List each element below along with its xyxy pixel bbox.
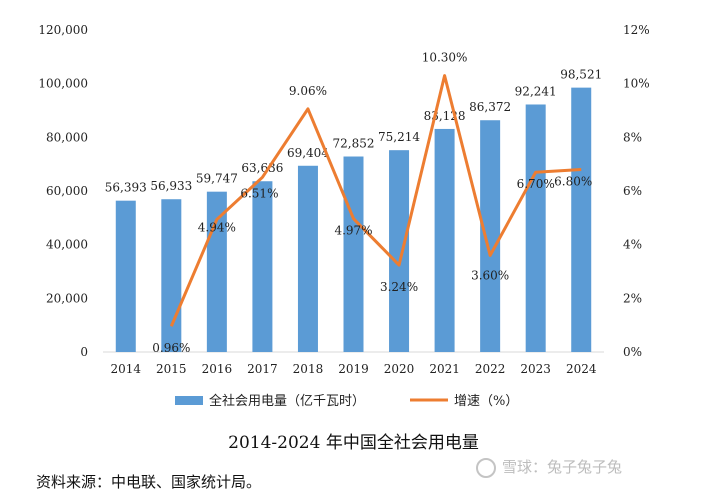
right-tick-label: 10% (623, 77, 650, 91)
bar (115, 200, 136, 352)
legend-bar-swatch (175, 396, 203, 405)
right-tick-label: 2% (623, 291, 642, 305)
x-tick-label: 2020 (384, 362, 415, 376)
growth-value-label: 3.24% (380, 280, 418, 294)
growth-value-label: 6.80% (554, 175, 592, 189)
left-tick-label: 0 (80, 345, 88, 359)
bar (297, 165, 318, 352)
x-tick-label: 2017 (247, 362, 278, 376)
right-tick-label: 12% (623, 23, 650, 37)
bar (161, 199, 182, 352)
bar-value-label: 56,933 (150, 179, 192, 193)
x-tick-label: 2021 (429, 362, 460, 376)
x-tick-label: 2019 (338, 362, 369, 376)
bar (525, 104, 546, 352)
left-tick-label: 60,000 (46, 184, 88, 198)
x-tick-label: 2014 (110, 362, 141, 376)
x-tick-label: 2024 (566, 362, 597, 376)
bar (434, 128, 455, 352)
right-tick-label: 4% (623, 238, 642, 252)
growth-value-label: 4.94% (198, 220, 236, 234)
right-tick-label: 6% (623, 184, 642, 198)
growth-line (169, 74, 582, 327)
growth-value-label: 3.60% (471, 268, 509, 282)
bar-value-label: 69,404 (287, 146, 329, 160)
right-tick-label: 8% (623, 130, 642, 144)
bar-value-label: 63,636 (241, 161, 283, 175)
bar (206, 191, 227, 352)
bar-value-label: 75,214 (378, 130, 420, 144)
bar (480, 120, 501, 352)
bar (571, 87, 592, 352)
left-axis: 0 20,000 40,000 60,000 80,000 100,000 120,000 (38, 23, 88, 359)
chart-caption: 2014-2024 年中国全社会用电量 (228, 433, 479, 453)
right-axis: 0% 2% 4% 6% 8% 10% 12% (623, 23, 650, 359)
bar-value-label: 83,128 (424, 109, 466, 123)
left-tick-label: 120,000 (38, 23, 88, 37)
x-tick-label: 2018 (293, 362, 324, 376)
bar-value-label: 92,241 (515, 84, 557, 98)
watermark: 雪球：兔子兔子兔 (476, 456, 622, 478)
left-tick-label: 40,000 (46, 238, 88, 252)
combo-chart: 020,00040,00060,00080,000100,000120,000 … (38, 23, 650, 409)
source-note: 资料来源：中电联、国家统计局。 (36, 473, 262, 491)
x-axis: 2014 2015 2016 2017 2018 2019 2020 2021 2022 2023… (103, 351, 604, 376)
right-tick-label: 0% (623, 345, 642, 359)
growth-value-label: 0.96% (152, 341, 190, 355)
bar-value-label: 72,852 (333, 137, 375, 151)
growth-value-label: 6.51% (240, 186, 278, 200)
line-series (169, 74, 582, 327)
line-data-labels: 0.96% 4.94% 6.51% 9.06% 4.97% 3.24% 10.30% 3.60… (152, 51, 592, 356)
bar (389, 150, 410, 352)
left-tick-label: 100,000 (38, 77, 88, 91)
bar-value-label: 59,747 (196, 172, 238, 186)
x-tick-label: 2016 (202, 362, 233, 376)
growth-value-label: 6.70% (517, 177, 555, 191)
legend: 全社会用电量（亿千瓦时） 增速（%） (175, 393, 518, 409)
bar-value-label: 86,372 (469, 100, 511, 114)
bar-series (115, 87, 592, 352)
watermark-text: 雪球：兔子兔子兔 (502, 458, 623, 476)
growth-value-label: 4.97% (334, 224, 372, 238)
x-tick-label: 2015 (156, 362, 187, 376)
legend-bar-label: 全社会用电量（亿千瓦时） (209, 393, 365, 409)
bar-value-label: 56,393 (105, 181, 147, 195)
bar (252, 181, 273, 352)
x-tick-label: 2022 (475, 362, 506, 376)
bar (343, 156, 364, 352)
left-tick-label: 20,000 (46, 291, 88, 305)
growth-value-label: 9.06% (289, 84, 327, 98)
growth-value-label: 10.30% (422, 51, 468, 65)
left-tick-label: 80,000 (46, 130, 88, 144)
snowball-logo-icon (476, 457, 496, 478)
x-tick-label: 2023 (520, 362, 551, 376)
legend-line-label: 增速（%） (454, 394, 518, 409)
bar-value-label: 98,521 (560, 68, 602, 82)
